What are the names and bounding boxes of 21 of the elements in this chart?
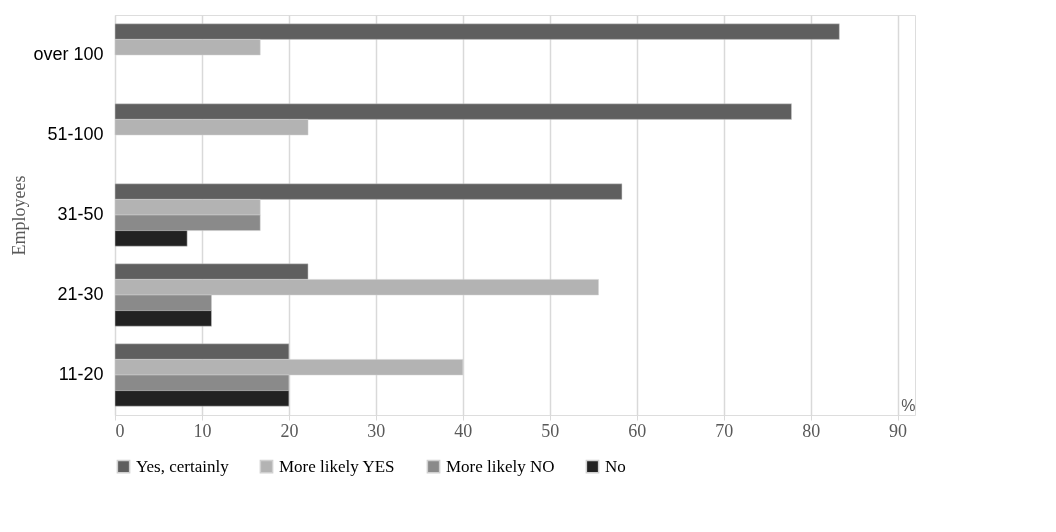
x-tick-label: 60 — [628, 420, 647, 441]
x-tick-label: 0 — [115, 420, 125, 441]
y-axis-title: Employees — [9, 175, 30, 256]
x-tick-label: 50 — [541, 420, 560, 441]
legend-label: No — [605, 456, 626, 476]
y-tick-label: over 100 — [33, 44, 104, 64]
x-tick-label: 80 — [802, 420, 821, 441]
y-tick-label: 31-50 — [57, 204, 104, 224]
y-tick-label: 51-100 — [47, 124, 104, 144]
legend-label: More likely NO — [446, 456, 555, 476]
x-tick-label: 30 — [367, 420, 386, 441]
x-tick-label: 40 — [454, 420, 473, 441]
x-tick-label: 70 — [715, 420, 734, 441]
legend-label: Yes, certainly — [136, 456, 230, 476]
x-tick-label: 20 — [280, 420, 299, 441]
legend-label: More likely YES — [279, 456, 395, 476]
x-tick-label: 90 — [889, 420, 908, 441]
y-tick-label: 21-30 — [57, 284, 104, 304]
y-tick-label: 11-20 — [58, 364, 104, 384]
x-axis-title: % — [901, 396, 916, 414]
x-tick-label: 10 — [193, 420, 212, 441]
